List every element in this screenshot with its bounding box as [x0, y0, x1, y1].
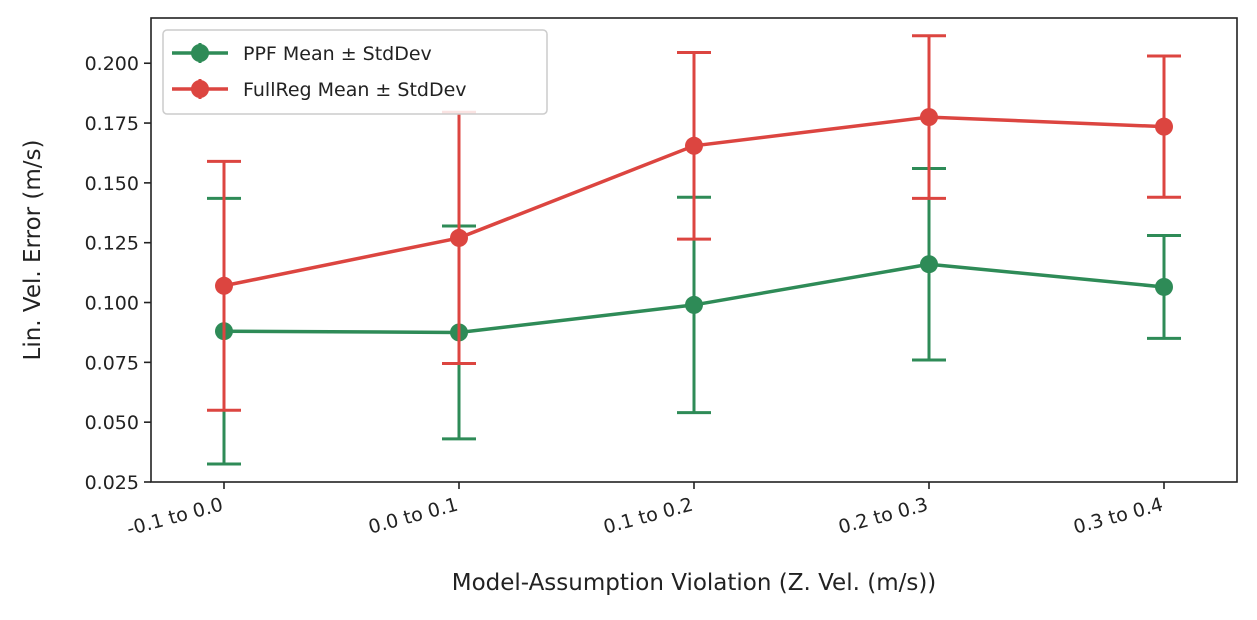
y-tick-label: 0.075	[85, 352, 139, 374]
y-tick-label: 0.175	[85, 113, 139, 135]
data-point	[685, 136, 703, 155]
y-tick-label: 0.050	[85, 412, 139, 434]
data-point	[1155, 277, 1173, 296]
data-point	[215, 276, 233, 295]
series-fullreg	[207, 34, 1181, 412]
x-axis: -0.1 to 0.0 0.0 to 0.1 0.1 to 0.2 0.2 to 0.…	[125, 482, 1165, 541]
legend-marker	[191, 44, 209, 62]
legend-entry: FullReg Mean ± StdDev	[172, 79, 467, 101]
series-layer	[207, 34, 1181, 466]
x-axis-title: Model-Assumption Violation (Z. Vel. (m/s…	[452, 570, 937, 596]
legend-box	[162, 29, 548, 115]
data-point	[450, 228, 468, 247]
y-tick-label: 0.025	[85, 472, 139, 494]
legend-marker	[191, 80, 209, 98]
data-point	[920, 255, 938, 274]
x-tick-label: 0.0 to 0.1	[366, 494, 460, 539]
data-point	[1155, 117, 1173, 136]
y-axis: 0.025 0.050 0.075 0.100 0.125 0.150 0.175 0.200	[85, 53, 151, 494]
y-tick-label: 0.150	[85, 173, 139, 195]
x-tick-label: 0.2 to 0.3	[836, 494, 930, 539]
legend-label: FullReg Mean ± StdDev	[243, 79, 467, 101]
y-tick-label: 0.100	[85, 293, 139, 315]
data-point	[920, 108, 938, 127]
x-tick-label: 0.3 to 0.4	[1071, 494, 1165, 539]
y-axis-title: Lin. Vel. Error (m/s)	[20, 140, 46, 361]
x-tick-label: -0.1 to 0.0	[125, 494, 226, 541]
x-tick-label: 0.1 to 0.2	[601, 494, 695, 539]
y-tick-label: 0.125	[85, 233, 139, 255]
legend: PPF Mean ± StdDev FullReg Mean ± StdDev	[162, 29, 548, 115]
y-tick-label: 0.200	[85, 53, 139, 75]
legend-label: PPF Mean ± StdDev	[243, 43, 432, 65]
legend-entry: PPF Mean ± StdDev	[172, 43, 432, 65]
data-point	[685, 295, 703, 314]
